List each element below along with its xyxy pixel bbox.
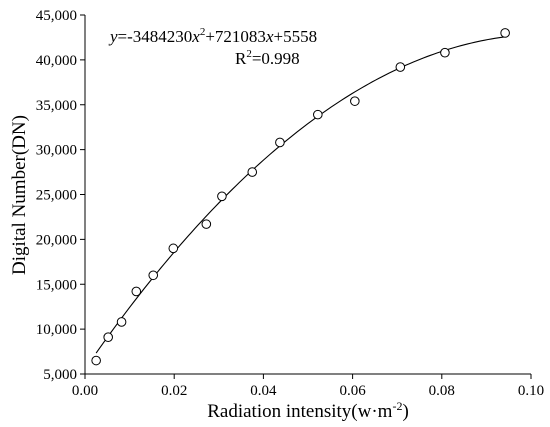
y-tick-label: 5,000 bbox=[43, 367, 77, 383]
y-ticks: 5,000 10,000 15,000 20,000 25,000 30,000 35,00… bbox=[36, 8, 85, 383]
fit-curve bbox=[95, 36, 506, 354]
eq-x-var1: x bbox=[191, 27, 200, 46]
y-tick-label: 45,000 bbox=[36, 8, 77, 24]
x-tick-label: 0.02 bbox=[161, 383, 187, 399]
data-point bbox=[247, 167, 258, 177]
r-squared: R2=0.998 bbox=[235, 48, 300, 68]
x-axis-title-main: Radiation intensity(w·m bbox=[207, 401, 392, 422]
data-point bbox=[168, 243, 179, 254]
y-tick-label: 25,000 bbox=[36, 188, 77, 204]
fit-equation: y=-3484230x2+721083x+5558 bbox=[108, 26, 317, 46]
r2-label: R bbox=[235, 49, 247, 68]
axes bbox=[84, 15, 531, 375]
x-tick-label: 0.08 bbox=[429, 383, 455, 399]
y-tick-label: 10,000 bbox=[36, 322, 77, 338]
x-tick-label: 0.00 bbox=[72, 383, 98, 399]
data-point bbox=[313, 109, 323, 120]
y-tick-label: 15,000 bbox=[36, 277, 77, 293]
x-tick-label: 0.06 bbox=[339, 383, 366, 399]
eq-part1: =-3484230 bbox=[118, 27, 193, 46]
data-point bbox=[103, 332, 113, 343]
y-axis-title: Digital Number(DN) bbox=[9, 115, 30, 275]
x-ticks: 0.00 0.02 0.04 0.06 0.08 0.10 bbox=[72, 374, 544, 399]
eq-y-var: y bbox=[108, 27, 118, 46]
x-tick-label: 0.04 bbox=[250, 383, 277, 399]
y-tick-label: 30,000 bbox=[36, 143, 77, 159]
y-tick-label: 20,000 bbox=[36, 232, 77, 248]
data-point bbox=[350, 96, 360, 106]
data-points bbox=[91, 28, 510, 366]
data-point bbox=[500, 28, 510, 38]
x-axis-title: Radiation intensity(w·m-2) bbox=[207, 399, 409, 422]
eq-x-var2: x bbox=[265, 27, 274, 46]
data-point bbox=[217, 191, 227, 202]
data-point bbox=[395, 62, 406, 72]
eq-part2: +721083 bbox=[205, 27, 266, 46]
r2-value: =0.998 bbox=[252, 49, 300, 68]
eq-part3: +5558 bbox=[273, 27, 317, 46]
x-axis-title-sup: -2 bbox=[392, 399, 402, 413]
y-tick-label: 35,000 bbox=[36, 98, 77, 114]
data-point bbox=[201, 219, 212, 229]
data-point bbox=[148, 270, 159, 281]
data-point bbox=[131, 286, 142, 297]
data-point bbox=[91, 355, 101, 366]
eq-sup: 2 bbox=[200, 26, 206, 38]
data-point bbox=[275, 137, 285, 148]
r2-sup: 2 bbox=[246, 48, 252, 60]
x-tick-label: 0.10 bbox=[518, 383, 544, 399]
data-point bbox=[440, 47, 450, 58]
x-axis-title-close: ) bbox=[402, 401, 408, 422]
y-tick-label: 40,000 bbox=[36, 53, 77, 69]
data-point bbox=[116, 317, 127, 327]
